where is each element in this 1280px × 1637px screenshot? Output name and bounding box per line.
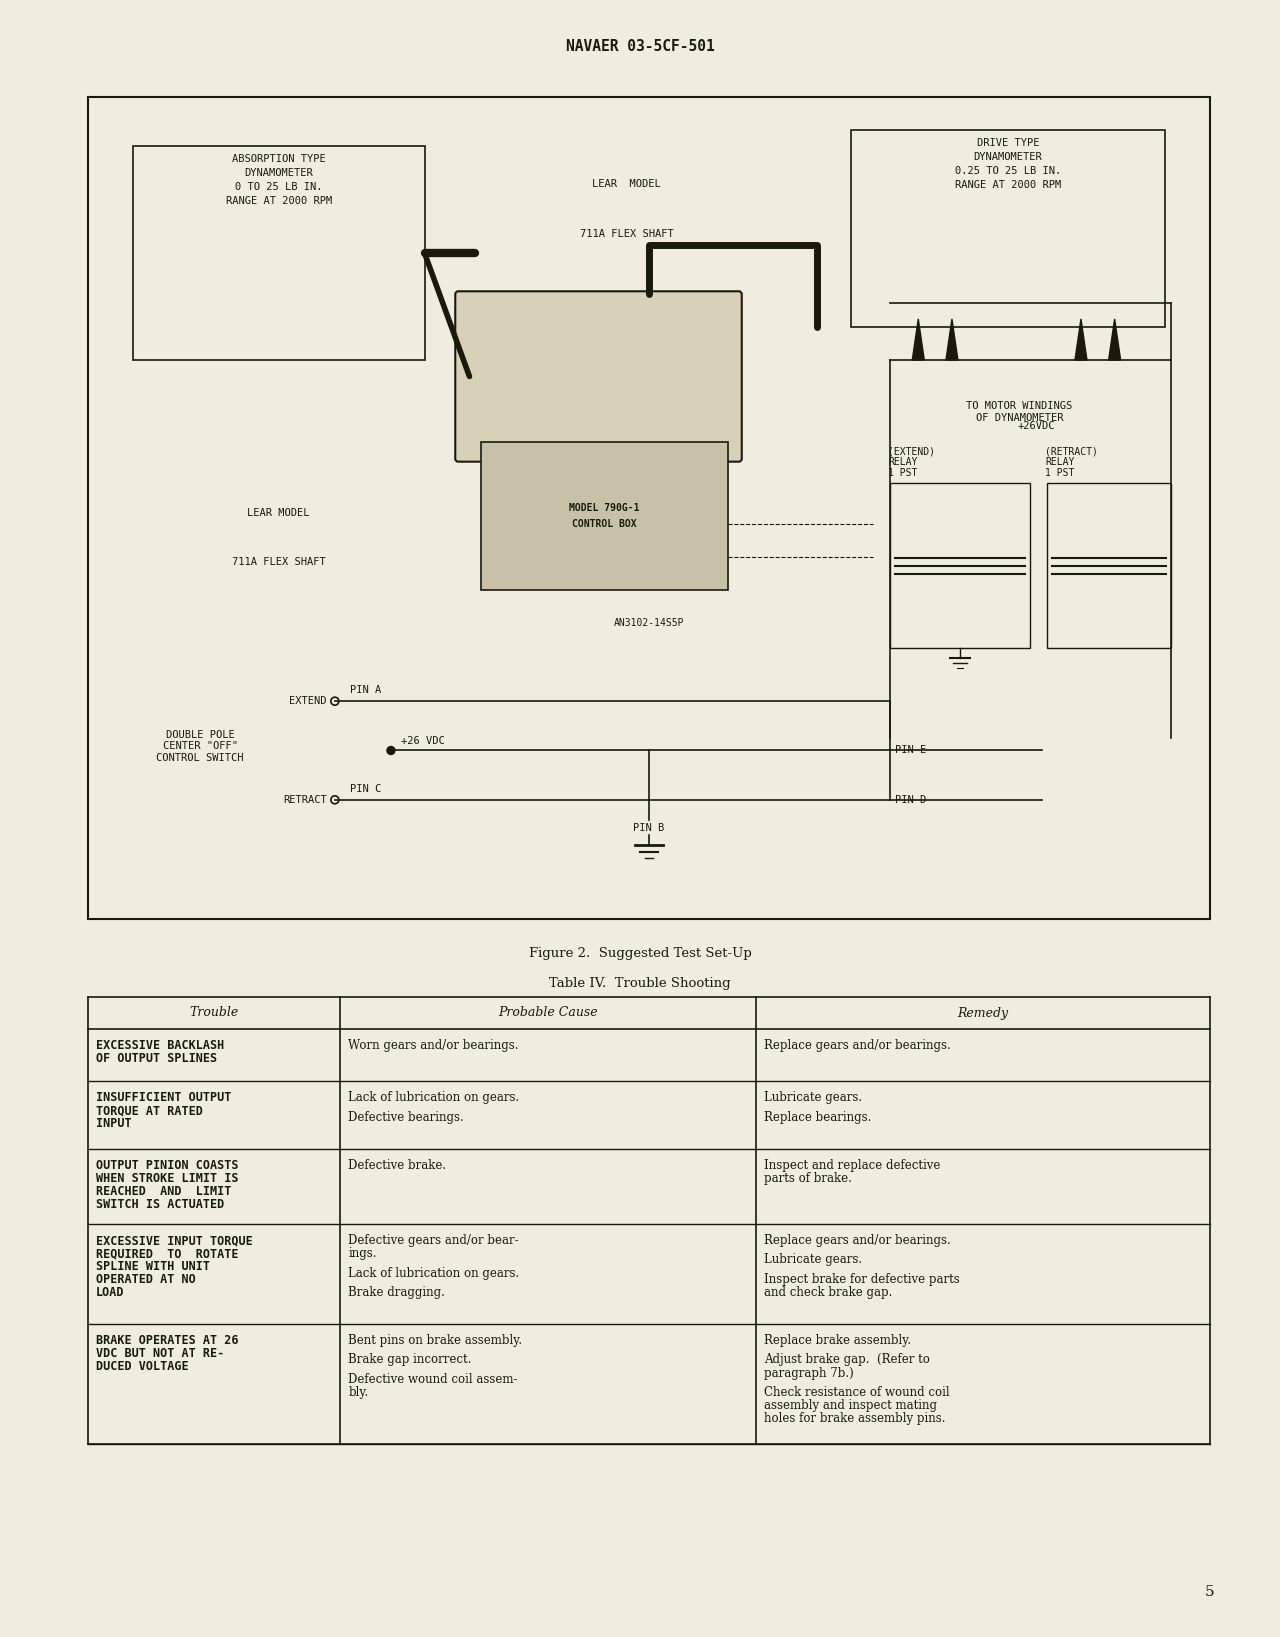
Text: PIN C: PIN C bbox=[349, 784, 381, 794]
Text: 5: 5 bbox=[1206, 1585, 1215, 1599]
Text: Defective bearings.: Defective bearings. bbox=[348, 1110, 465, 1123]
Bar bbox=[88, 97, 1210, 918]
Text: TORQUE AT RATED: TORQUE AT RATED bbox=[96, 1103, 202, 1116]
Text: INPUT: INPUT bbox=[96, 1116, 132, 1130]
Text: OPERATED AT NO: OPERATED AT NO bbox=[96, 1274, 196, 1287]
Text: and check brake gap.: and check brake gap. bbox=[764, 1287, 892, 1300]
Text: bly.: bly. bbox=[348, 1387, 369, 1400]
Text: MODEL 790G-1: MODEL 790G-1 bbox=[568, 503, 640, 514]
Text: paragraph 7b.): paragraph 7b.) bbox=[764, 1367, 854, 1380]
Text: VDC BUT NOT AT RE-: VDC BUT NOT AT RE- bbox=[96, 1347, 224, 1360]
Text: OF OUTPUT SPLINES: OF OUTPUT SPLINES bbox=[96, 1053, 218, 1066]
Text: PIN A: PIN A bbox=[349, 686, 381, 696]
Text: Defective gears and/or bear-: Defective gears and/or bear- bbox=[348, 1234, 520, 1247]
Text: NAVAER 03-5CF-501: NAVAER 03-5CF-501 bbox=[566, 39, 714, 54]
Text: Replace brake assembly.: Replace brake assembly. bbox=[764, 1334, 910, 1347]
Text: Lack of lubrication on gears.: Lack of lubrication on gears. bbox=[348, 1090, 520, 1103]
Text: Trouble: Trouble bbox=[189, 1007, 239, 1020]
Text: Probable Cause: Probable Cause bbox=[498, 1007, 598, 1020]
Text: assembly and inspect mating: assembly and inspect mating bbox=[764, 1400, 937, 1413]
Text: BRAKE OPERATES AT 26: BRAKE OPERATES AT 26 bbox=[96, 1334, 238, 1347]
Text: ABSORPTION TYPE: ABSORPTION TYPE bbox=[232, 154, 325, 164]
Text: Replace gears and/or bearings.: Replace gears and/or bearings. bbox=[764, 1039, 950, 1053]
Text: Remedy: Remedy bbox=[957, 1007, 1009, 1020]
Text: (RETRACT): (RETRACT) bbox=[1046, 447, 1098, 457]
Text: REQUIRED  TO  ROTATE: REQUIRED TO ROTATE bbox=[96, 1247, 238, 1260]
Text: Check resistance of wound coil: Check resistance of wound coil bbox=[764, 1387, 950, 1400]
Polygon shape bbox=[946, 319, 957, 360]
Text: Brake dragging.: Brake dragging. bbox=[348, 1287, 445, 1300]
Text: (EXTEND): (EXTEND) bbox=[888, 447, 936, 457]
Polygon shape bbox=[1075, 319, 1087, 360]
Text: EXCESSIVE INPUT TORQUE: EXCESSIVE INPUT TORQUE bbox=[96, 1234, 252, 1247]
Circle shape bbox=[387, 746, 396, 755]
Text: PIN E: PIN E bbox=[895, 745, 927, 756]
Text: Adjust brake gap.  (Refer to: Adjust brake gap. (Refer to bbox=[764, 1354, 929, 1367]
Text: CONTROL BOX: CONTROL BOX bbox=[572, 519, 636, 529]
Text: SPLINE WITH UNIT: SPLINE WITH UNIT bbox=[96, 1260, 210, 1274]
Text: TO MOTOR WINDINGS
OF DYNAMOMETER: TO MOTOR WINDINGS OF DYNAMOMETER bbox=[966, 401, 1073, 422]
Polygon shape bbox=[1108, 319, 1120, 360]
Text: Lubricate gears.: Lubricate gears. bbox=[764, 1090, 861, 1103]
Text: RELAY: RELAY bbox=[1046, 457, 1075, 467]
Text: LEAR  MODEL: LEAR MODEL bbox=[593, 178, 660, 190]
Bar bbox=[890, 483, 1030, 648]
Text: WHEN STROKE LIMIT IS: WHEN STROKE LIMIT IS bbox=[96, 1172, 238, 1185]
Text: 711A FLEX SHAFT: 711A FLEX SHAFT bbox=[580, 229, 673, 239]
Text: LOAD: LOAD bbox=[96, 1287, 124, 1300]
Text: 0 TO 25 LB IN.: 0 TO 25 LB IN. bbox=[236, 182, 323, 192]
Text: PIN B: PIN B bbox=[634, 823, 664, 833]
Text: RETRACT: RETRACT bbox=[283, 796, 326, 805]
Text: PIN D: PIN D bbox=[895, 796, 927, 805]
Bar bbox=[851, 129, 1165, 327]
Bar bbox=[481, 442, 727, 591]
Text: EXCESSIVE BACKLASH: EXCESSIVE BACKLASH bbox=[96, 1039, 224, 1053]
Text: DRIVE TYPE: DRIVE TYPE bbox=[977, 138, 1039, 147]
Text: RANGE AT 2000 RPM: RANGE AT 2000 RPM bbox=[225, 196, 332, 206]
Text: Worn gears and/or bearings.: Worn gears and/or bearings. bbox=[348, 1039, 518, 1053]
Text: Inspect and replace defective: Inspect and replace defective bbox=[764, 1159, 940, 1172]
Text: OUTPUT PINION COASTS: OUTPUT PINION COASTS bbox=[96, 1159, 238, 1172]
Text: +26VDC: +26VDC bbox=[1018, 421, 1055, 431]
Text: RANGE AT 2000 RPM: RANGE AT 2000 RPM bbox=[955, 180, 1061, 190]
Text: Brake gap incorrect.: Brake gap incorrect. bbox=[348, 1354, 472, 1367]
Polygon shape bbox=[913, 319, 924, 360]
Text: Defective wound coil assem-: Defective wound coil assem- bbox=[348, 1373, 518, 1387]
Text: DYNAMOMETER: DYNAMOMETER bbox=[244, 169, 314, 178]
Text: 711A FLEX SHAFT: 711A FLEX SHAFT bbox=[232, 557, 325, 568]
Text: ings.: ings. bbox=[348, 1247, 376, 1260]
Text: parts of brake.: parts of brake. bbox=[764, 1172, 851, 1185]
Text: 1 PST: 1 PST bbox=[1046, 468, 1075, 478]
FancyBboxPatch shape bbox=[456, 291, 742, 462]
Text: holes for brake assembly pins.: holes for brake assembly pins. bbox=[764, 1413, 945, 1424]
Text: Defective brake.: Defective brake. bbox=[348, 1159, 447, 1172]
Text: RELAY: RELAY bbox=[888, 457, 918, 467]
Text: DYNAMOMETER: DYNAMOMETER bbox=[974, 152, 1042, 162]
Bar bbox=[133, 146, 425, 360]
Text: SWITCH IS ACTUATED: SWITCH IS ACTUATED bbox=[96, 1198, 224, 1211]
Text: Bent pins on brake assembly.: Bent pins on brake assembly. bbox=[348, 1334, 522, 1347]
Text: INSUFFICIENT OUTPUT: INSUFFICIENT OUTPUT bbox=[96, 1090, 232, 1103]
Text: 1 PST: 1 PST bbox=[888, 468, 918, 478]
Text: AN3102-14S5P: AN3102-14S5P bbox=[613, 619, 685, 629]
Text: DUCED VOLTAGE: DUCED VOLTAGE bbox=[96, 1360, 188, 1373]
Text: Figure 2.  Suggested Test Set-Up: Figure 2. Suggested Test Set-Up bbox=[529, 946, 751, 959]
Text: EXTEND: EXTEND bbox=[289, 696, 326, 706]
Text: Replace bearings.: Replace bearings. bbox=[764, 1110, 870, 1123]
Text: Lack of lubrication on gears.: Lack of lubrication on gears. bbox=[348, 1267, 520, 1280]
Text: +26 VDC: +26 VDC bbox=[401, 737, 444, 746]
Bar bbox=[1047, 483, 1171, 648]
Text: DOUBLE POLE
CENTER "OFF"
CONTROL SWITCH: DOUBLE POLE CENTER "OFF" CONTROL SWITCH bbox=[156, 730, 244, 763]
Text: Replace gears and/or bearings.: Replace gears and/or bearings. bbox=[764, 1234, 950, 1247]
Text: Lubricate gears.: Lubricate gears. bbox=[764, 1254, 861, 1267]
Text: REACHED  AND  LIMIT: REACHED AND LIMIT bbox=[96, 1185, 232, 1198]
Text: Inspect brake for defective parts: Inspect brake for defective parts bbox=[764, 1274, 959, 1287]
Text: 0.25 TO 25 LB IN.: 0.25 TO 25 LB IN. bbox=[955, 165, 1061, 175]
Text: Table IV.  Trouble Shooting: Table IV. Trouble Shooting bbox=[549, 977, 731, 990]
Text: LEAR MODEL: LEAR MODEL bbox=[247, 507, 310, 517]
